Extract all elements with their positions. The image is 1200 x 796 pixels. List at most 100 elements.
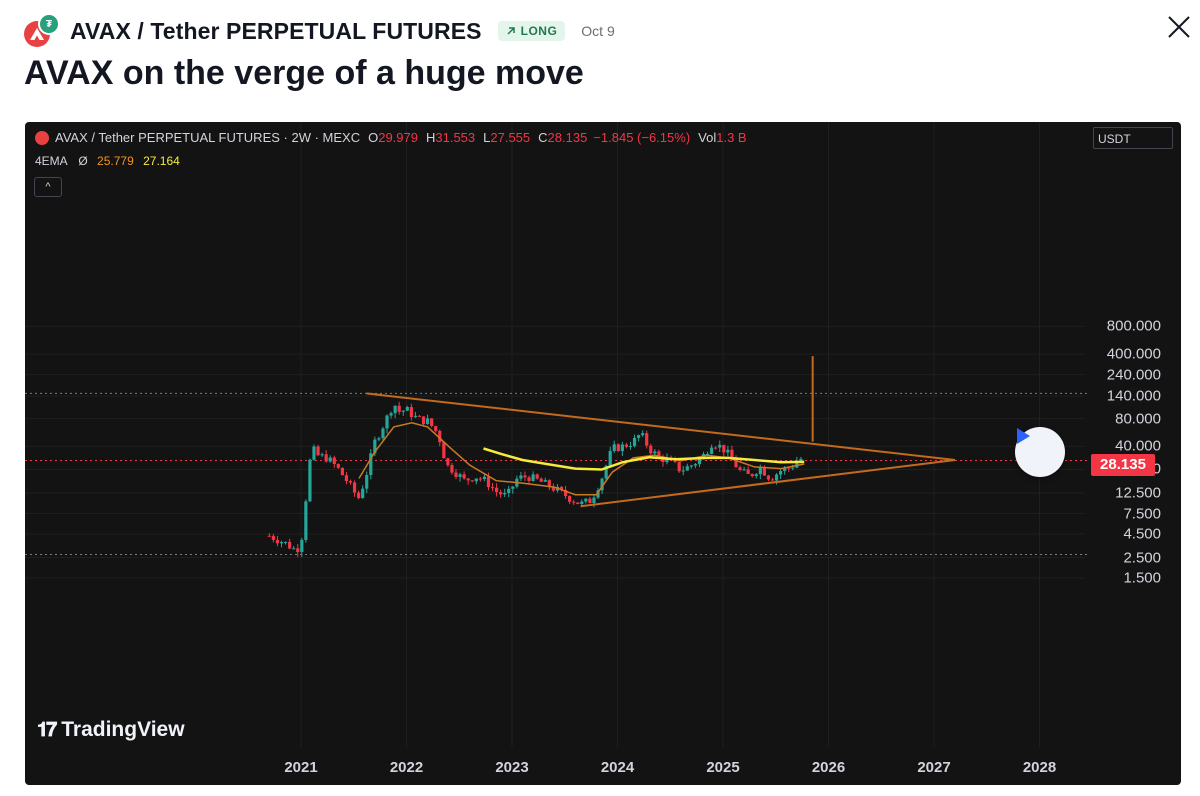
candle-body [580,501,584,504]
candle-body [401,410,405,412]
tradingview-wordmark: TradingView [61,718,185,741]
candle-body [288,541,292,549]
candle-body [494,487,499,493]
y-tick-label: 12.500 [1115,484,1161,502]
candle-body [539,478,543,482]
candle-body [596,490,600,498]
x-tick-label: 2024 [600,759,635,776]
legend-symbol: AVAX / Tether PERPETUAL FUTURES · 2W · M… [55,130,361,145]
close-icon [1168,16,1190,38]
candle-body [730,449,734,459]
legend-low: 27.555 [490,130,531,145]
arrow-up-right-icon [507,27,515,35]
currency-unit-box[interactable]: USDT [1093,127,1173,149]
legend-close-key: C [538,130,548,145]
candle-body [486,476,491,488]
x-tick-label: 2022 [389,759,424,776]
candle-body [430,418,434,427]
close-button[interactable] [1166,14,1192,40]
candle-body [693,464,698,466]
candle-body [490,487,495,489]
legend-open-key: O [368,130,379,145]
x-tick-label: 2027 [917,759,951,776]
candle-body [754,474,758,477]
candle-body [527,477,531,481]
candle-body [791,467,795,469]
candle-body [572,501,576,503]
candle-body [466,478,470,481]
candle-body [348,481,353,483]
tradingview-logo[interactable]: 𝟏𝟕 TradingView [37,718,185,742]
candle-body [344,475,349,482]
candle-body [482,476,487,480]
candle-body [568,496,572,502]
y-tick-label: 7.500 [1123,505,1161,522]
candle-body [304,501,308,540]
candle-body [312,446,316,460]
candle-body [584,498,588,502]
candle-body [478,478,482,480]
candle-body [511,486,515,489]
candle-body [336,464,340,468]
candle-body [324,454,328,462]
legend-change: −1.845 (−6.15%) [593,130,691,145]
candle-body [361,488,365,499]
ema-long-line [483,447,805,471]
y-tick-label: 80.000 [1115,410,1161,428]
candle-body [746,469,750,474]
price-chart[interactable]: AVAX / Tether PERPETUAL FUTURES · 2W · M… [25,122,1181,785]
candle-body [397,405,401,412]
candle-body [470,480,474,482]
candle-body [393,405,397,414]
candle-body [523,475,527,478]
candle-body [474,478,478,482]
x-tick-label: 2025 [706,759,740,776]
candle-body [685,466,689,471]
candle-body [718,444,722,448]
candle-body [758,467,762,475]
candle-body [279,542,284,544]
candle-body [750,473,754,477]
candle-body [726,449,730,453]
candle-body [547,480,551,487]
symbol-logo-icon [35,130,49,145]
legend-volume: 1.3 B [716,130,747,145]
play-button[interactable] [1015,427,1065,477]
avax-tether-logo-icon: ₮ [24,13,60,49]
candle-body [641,433,645,436]
y-tick-label: 400.000 [1106,345,1161,363]
symbol-title[interactable]: AVAX / Tether PERPETUAL FUTURES [70,17,482,44]
candle-body [373,439,377,454]
candle-body [657,451,661,457]
candle-body [413,415,418,417]
candle-body [588,498,592,503]
candle-body [409,407,413,417]
ohlc-legend: AVAX / Tether PERPETUAL FUTURES · 2W · M… [35,130,747,145]
candle-body [365,475,369,489]
candle-body [442,442,446,459]
last-price-label: 28.135 [1091,454,1155,476]
candle-body [766,475,771,480]
y-tick-label: 1.500 [1123,569,1161,587]
ema-legend[interactable]: 4EMA Ø 25.779 27.164 [35,154,180,168]
candle-body [624,444,629,447]
candle-body [308,459,312,502]
legend-close: 28.135 [547,130,588,145]
candle-body [531,474,535,481]
candle-body [559,486,564,490]
publish-date: Oct 9 [581,23,615,39]
idea-title: AVAX on the verge of a huge move [24,54,584,92]
candle-body [421,416,426,425]
collapse-legend-button[interactable]: ^ [34,177,62,197]
candle-body [770,479,775,481]
y-tick-label: 140.000 [1106,387,1161,405]
x-tick-label: 2023 [495,759,529,776]
candle-body [734,458,738,468]
candle-body [389,413,393,416]
candle-body [779,471,783,475]
ema-source-symbol: Ø [78,154,88,168]
tether-logo-icon: ₮ [38,13,60,35]
chart-canvas[interactable] [25,122,1181,785]
candle-body [292,548,296,550]
legend-open: 29.979 [378,130,418,145]
